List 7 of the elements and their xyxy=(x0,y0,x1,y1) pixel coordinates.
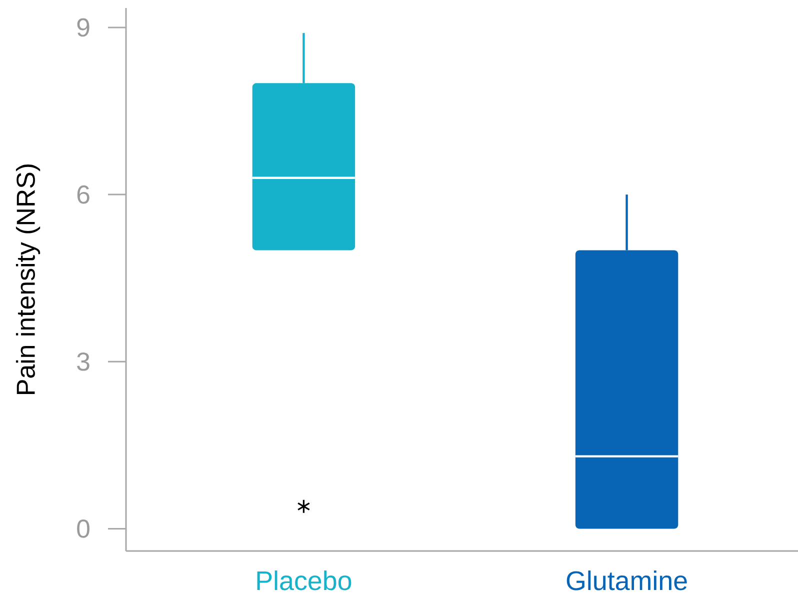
y-tick-label: 0 xyxy=(77,520,90,538)
y-tick-label: 3 xyxy=(77,352,90,371)
x-tick-label: Glutamine xyxy=(566,570,687,590)
x-tick-label: Placebo xyxy=(257,570,352,590)
y-tick-label: 9 xyxy=(77,18,90,37)
y-tick-label: 6 xyxy=(77,185,90,204)
y-axis-title: Pain intensity (NRS) xyxy=(16,164,40,394)
